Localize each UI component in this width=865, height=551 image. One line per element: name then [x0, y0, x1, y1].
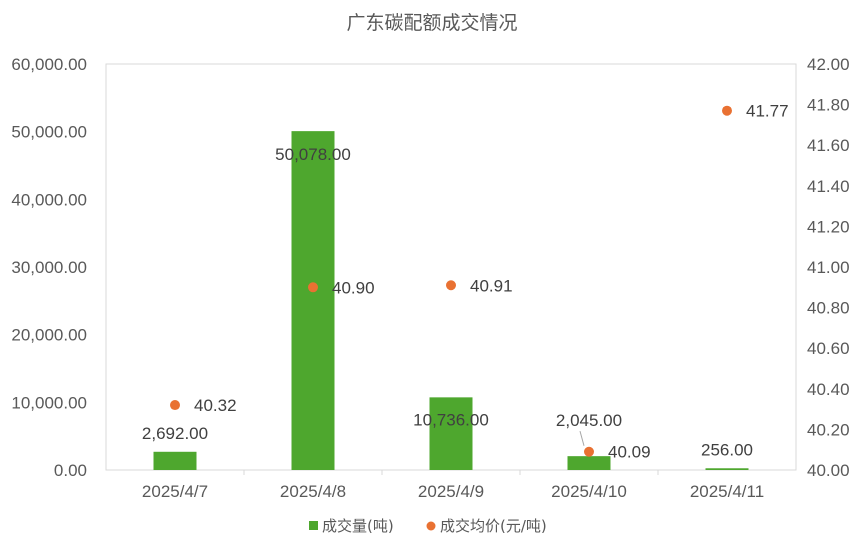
- chart-title: 广东碳配额成交情况: [346, 12, 517, 34]
- right-tick-label: 42.00: [807, 55, 850, 74]
- legend-label-point: 成交均价(元/吨): [440, 517, 547, 535]
- bar-data-label: 2,045.00: [556, 411, 622, 430]
- x-axis: 2025/4/7 2025/4/8 2025/4/9 2025/4/10 2025/4/…: [142, 470, 764, 501]
- scatter-series: [170, 105, 732, 457]
- left-tick-label: 20,000.00: [11, 326, 87, 345]
- right-tick-label: 41.40: [807, 177, 850, 196]
- point-data-label: 40.09: [608, 443, 651, 462]
- bar-data-label: 50,078.00: [275, 145, 351, 164]
- point-data-label: 40.32: [194, 396, 237, 415]
- right-tick-label: 41.60: [807, 136, 850, 155]
- bar-series: [153, 131, 749, 471]
- legend: 成交量(吨) 成交均价(元/吨): [309, 517, 547, 535]
- x-tick-label: 2025/4/9: [418, 482, 484, 501]
- left-axis: 0.00 10,000.00 20,000.00 30,000.00 40,000.00…: [11, 55, 87, 480]
- x-tick-label: 2025/4/10: [551, 482, 627, 501]
- point-data-label: 41.77: [746, 102, 789, 121]
- bar: [291, 131, 335, 471]
- left-tick-label: 30,000.00: [11, 258, 87, 277]
- bar: [705, 468, 749, 470]
- bar-data-label: 256.00: [701, 440, 753, 459]
- right-tick-label: 41.00: [807, 258, 850, 277]
- legend-swatch-bar: [309, 521, 318, 530]
- label-leader-line: [579, 431, 585, 446]
- bar: [567, 456, 611, 470]
- scatter-point: [584, 446, 594, 457]
- point-data-label: 40.90: [332, 278, 375, 297]
- left-tick-label: 0.00: [54, 461, 87, 480]
- bar: [429, 397, 473, 470]
- left-tick-label: 10,000.00: [11, 393, 87, 412]
- right-tick-label: 40.60: [807, 339, 850, 358]
- scatter-point: [308, 282, 318, 293]
- bar-data-label: 2,692.00: [142, 424, 208, 443]
- scatter-point: [170, 400, 180, 411]
- right-tick-label: 40.80: [807, 299, 850, 318]
- right-tick-label: 40.40: [807, 380, 850, 399]
- legend-swatch-point: [426, 521, 436, 531]
- right-tick-label: 40.20: [807, 420, 850, 439]
- right-tick-label: 41.20: [807, 217, 850, 236]
- left-tick-label: 60,000.00: [11, 55, 87, 74]
- point-data-label: 40.91: [470, 276, 513, 295]
- left-tick-label: 40,000.00: [11, 190, 87, 209]
- left-tick-label: 50,000.00: [11, 123, 87, 142]
- right-tick-label: 40.00: [807, 461, 850, 480]
- x-tick-label: 2025/4/11: [690, 482, 764, 501]
- right-axis: 40.00 40.20 40.40 40.60 40.80 41.00 41.20 41.40…: [807, 55, 850, 480]
- bar-labels: 2,692.00 50,078.00 10,736.00 2,045.00 256.00: [142, 145, 753, 459]
- x-tick-label: 2025/4/7: [142, 482, 208, 501]
- scatter-point: [722, 105, 732, 116]
- legend-label-bar: 成交量(吨): [322, 517, 394, 535]
- bar: [153, 451, 197, 470]
- point-labels: 40.32 40.90 40.91 40.09 41.77: [194, 102, 789, 462]
- scatter-point: [446, 280, 456, 291]
- right-tick-label: 41.80: [807, 96, 850, 115]
- bar-data-label: 10,736.00: [413, 410, 489, 429]
- leader-lines: [579, 431, 585, 446]
- x-tick-label: 2025/4/8: [280, 482, 346, 501]
